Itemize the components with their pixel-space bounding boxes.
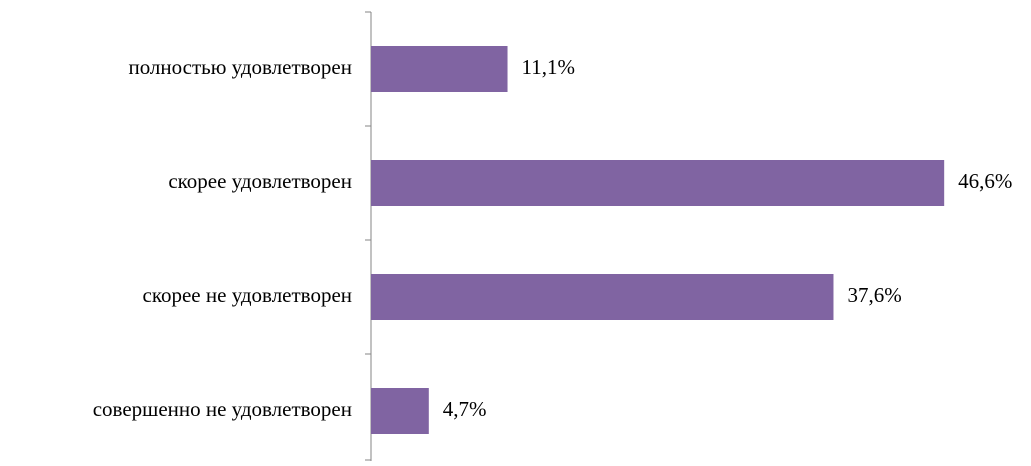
value-label: 4,7% bbox=[443, 397, 487, 421]
category-label: скорее не удовлетворен bbox=[143, 283, 352, 307]
value-label: 11,1% bbox=[522, 55, 575, 79]
category-label: полностью удовлетворен bbox=[128, 55, 352, 79]
bar bbox=[371, 160, 945, 206]
value-label: 37,6% bbox=[847, 283, 901, 307]
bar bbox=[371, 274, 834, 320]
value-label: 46,6% bbox=[958, 169, 1012, 193]
bar bbox=[371, 388, 429, 434]
category-label: скорее удовлетворен bbox=[168, 169, 352, 193]
bar bbox=[371, 46, 508, 92]
category-label: совершенно не удовлетворен bbox=[93, 397, 352, 421]
